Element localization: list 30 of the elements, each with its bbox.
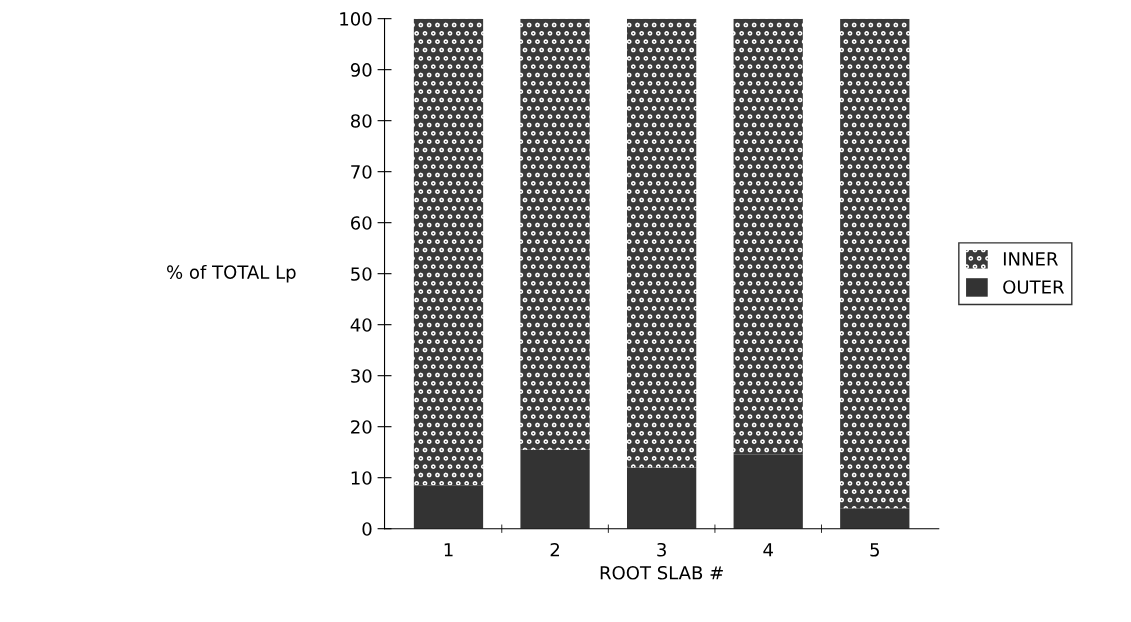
y-tick-label: 30	[351, 369, 372, 383]
bar	[627, 18, 697, 468]
y-tick-label: 80	[350, 114, 372, 128]
y-tick-label: 20	[351, 420, 372, 434]
y-tick-label: 70	[351, 165, 372, 179]
y-axis-title: % of TOTAL Lp	[167, 264, 296, 283]
bar	[840, 18, 910, 509]
x-axis-title: ROOT SLAB #	[600, 565, 723, 580]
bar	[413, 18, 484, 486]
y-tick-label: 60	[351, 216, 372, 230]
x-tick-label: 5	[870, 543, 879, 557]
bar	[520, 18, 590, 450]
x-tick-label: 4	[763, 543, 773, 557]
legend-label: OUTER	[1003, 280, 1065, 294]
bar	[520, 449, 590, 529]
bar	[413, 485, 484, 529]
x-tick-label: 3	[657, 542, 666, 557]
y-tick-label: 10	[351, 471, 372, 485]
y-tick-label: 40	[350, 318, 372, 332]
y-tick-label: 0	[362, 522, 372, 536]
y-tick-label: 100	[340, 12, 372, 26]
bar	[733, 454, 803, 529]
x-tick-label: 1	[444, 543, 453, 557]
legend-label: INNER	[1003, 252, 1058, 266]
x-tick-label: 2	[550, 542, 559, 557]
y-tick-label: 90	[350, 63, 372, 77]
bar	[840, 508, 910, 529]
bar	[733, 18, 803, 455]
bar	[627, 467, 697, 529]
y-tick-label: 50	[351, 267, 372, 281]
